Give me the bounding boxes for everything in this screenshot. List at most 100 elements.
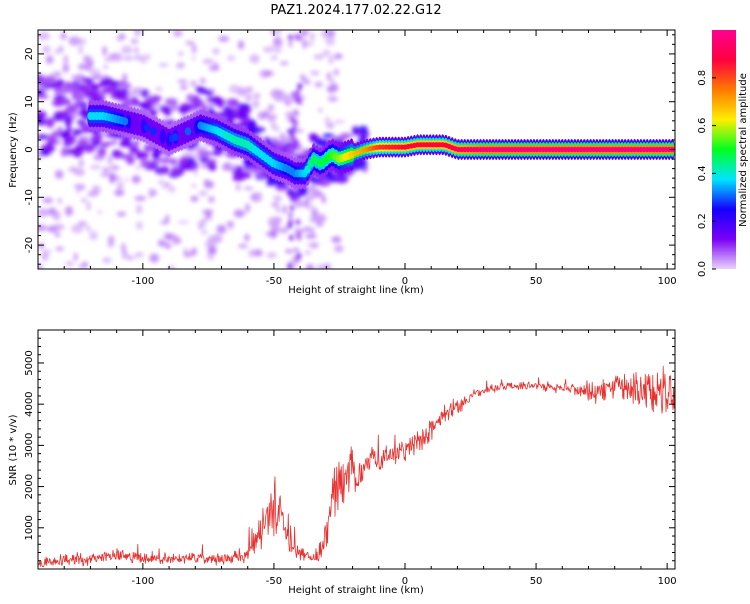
spectrogram-speck [52, 99, 65, 107]
spectrogram-noise-speck [257, 111, 267, 120]
spectrogram-noise-speck [127, 255, 132, 261]
figure-title: PAZ1.2024.177.02.22.G12 [270, 3, 441, 18]
spectrogram-noise-speck [238, 243, 248, 249]
spectrogram-noise-speck [63, 55, 69, 64]
spectrogram-noise-speck [133, 54, 144, 61]
spectrogram-streak-speck [288, 34, 294, 41]
spectrogram-speck [63, 99, 71, 105]
spectrogram-speck [252, 126, 266, 133]
spectrogram-noise-speck [219, 36, 226, 40]
spectrogram-noise-speck [316, 264, 327, 269]
spectrogram-streak-speck [290, 91, 296, 98]
spectrogram-speck [226, 98, 239, 107]
spectrogram-noise-speck [124, 178, 129, 182]
spectrogram-streak-speck [289, 195, 295, 202]
spectrogram-speck [308, 133, 318, 139]
spectrogram-noise-speck [87, 191, 99, 197]
spectrogram-noise-speck [269, 229, 278, 239]
spectrogram-noise-speck [299, 74, 306, 80]
spectrogram-streak-speck [294, 139, 300, 146]
spectrogram-noise-speck [317, 108, 323, 113]
spectrogram-y-axis-label: Frequency (Hz) [8, 112, 19, 188]
spectrogram-speck [244, 162, 252, 170]
spectrogram-ridge-cell [143, 123, 151, 132]
spectrogram-noise-speck [65, 261, 74, 267]
spectrogram-noise-speck [282, 205, 288, 214]
spectrogram-speck [163, 106, 172, 117]
spectrogram-noise-speck [164, 213, 170, 224]
spectrogram-noise-speck [121, 45, 133, 55]
spectrogram-speck [63, 139, 76, 145]
spectrogram-noise-speck [177, 79, 188, 83]
spectrogram-noise-speck [225, 221, 235, 226]
spectrogram-noise-speck [57, 127, 65, 132]
spectrogram-speck [128, 145, 140, 154]
spectrogram-streak-speck [289, 134, 295, 141]
spectrogram-streak-speck [297, 98, 303, 105]
spectrogram-speck [197, 87, 209, 95]
spectrogram-noise-speck [235, 182, 241, 192]
spectrogram-noise-speck [71, 224, 84, 234]
spectrogram-speck [60, 147, 68, 157]
spectrogram-speck [38, 94, 50, 99]
spectrogram-speck [41, 151, 49, 157]
x-tick-label: 50 [530, 576, 543, 587]
spectrogram-speck [72, 128, 83, 136]
spectrogram-noise-speck [304, 204, 316, 210]
spectrogram-speck [81, 143, 96, 153]
spectrogram-noise-speck [243, 186, 254, 191]
spectrogram-speck [170, 166, 178, 175]
spectrogram-noise-speck [57, 45, 64, 54]
y-tick-label: 0 [24, 146, 35, 152]
spectrogram-noise-speck [54, 169, 64, 179]
x-tick-label: -100 [132, 576, 155, 587]
spectrogram-noise-speck [116, 181, 124, 191]
spectrogram-noise-speck [134, 30, 142, 37]
spectrogram-noise-speck [164, 242, 172, 250]
spectrogram-noise-speck [202, 216, 214, 221]
spectrogram-noise-speck [189, 80, 198, 87]
spectrogram-noise-speck [273, 48, 282, 53]
spectrogram-noise-speck [244, 233, 250, 242]
y-tick-label: 20 [24, 48, 35, 61]
y-tick-label: -10 [24, 189, 35, 205]
spectrogram-speck [120, 139, 130, 144]
colorbar-tick-label: 0.4 [697, 165, 708, 181]
spectrogram-speck [70, 102, 82, 110]
spectrogram-noise-speck [159, 240, 167, 247]
spectrogram-streak-speck [295, 94, 301, 101]
spectrogram-speck [38, 89, 45, 96]
spectrogram-noise-speck [233, 209, 245, 218]
spectrogram-noise-speck [111, 52, 123, 62]
spectrogram-noise-speck [200, 230, 208, 234]
spectrogram-noise-speck [306, 41, 314, 47]
spectrogram-noise-speck [42, 197, 54, 204]
spectrogram-noise-speck [252, 92, 261, 100]
spectrogram-speck [100, 78, 111, 86]
spectrogram-noise-speck [216, 224, 227, 234]
spectrogram-speck [42, 146, 56, 152]
spectrogram-noise-speck [207, 246, 216, 255]
colorbar-ticks: 0.0 0.2 0.4 0.6 0.8 [697, 70, 716, 277]
spectrogram-speck [138, 102, 149, 110]
spectrogram-noise-speck [327, 96, 338, 102]
spectrogram-speck [140, 88, 149, 98]
spectrogram-noise-speck [172, 238, 177, 246]
spectrogram-noise-speck [134, 165, 141, 170]
spectrogram-noise-speck [133, 46, 139, 54]
spectrogram-noise-speck [284, 248, 294, 254]
colorbar-tick-label: 0.6 [697, 118, 708, 134]
spectrogram-noise-speck [149, 253, 160, 263]
spectrogram-streak-speck [295, 219, 301, 226]
y-tick-label: 5000 [24, 350, 35, 375]
spectrogram-noise-speck [322, 49, 331, 57]
spectrogram-noise-speck [86, 60, 94, 66]
spectrogram-noise-speck [135, 204, 143, 215]
spectrogram-noise-speck [309, 70, 320, 76]
spectrogram-noise-speck [103, 65, 108, 69]
spectrogram-speck [154, 167, 162, 175]
y-tick-label: 1000 [24, 515, 35, 540]
y-tick-label: 2000 [24, 474, 35, 499]
spectrogram-noise-speck [205, 211, 212, 219]
